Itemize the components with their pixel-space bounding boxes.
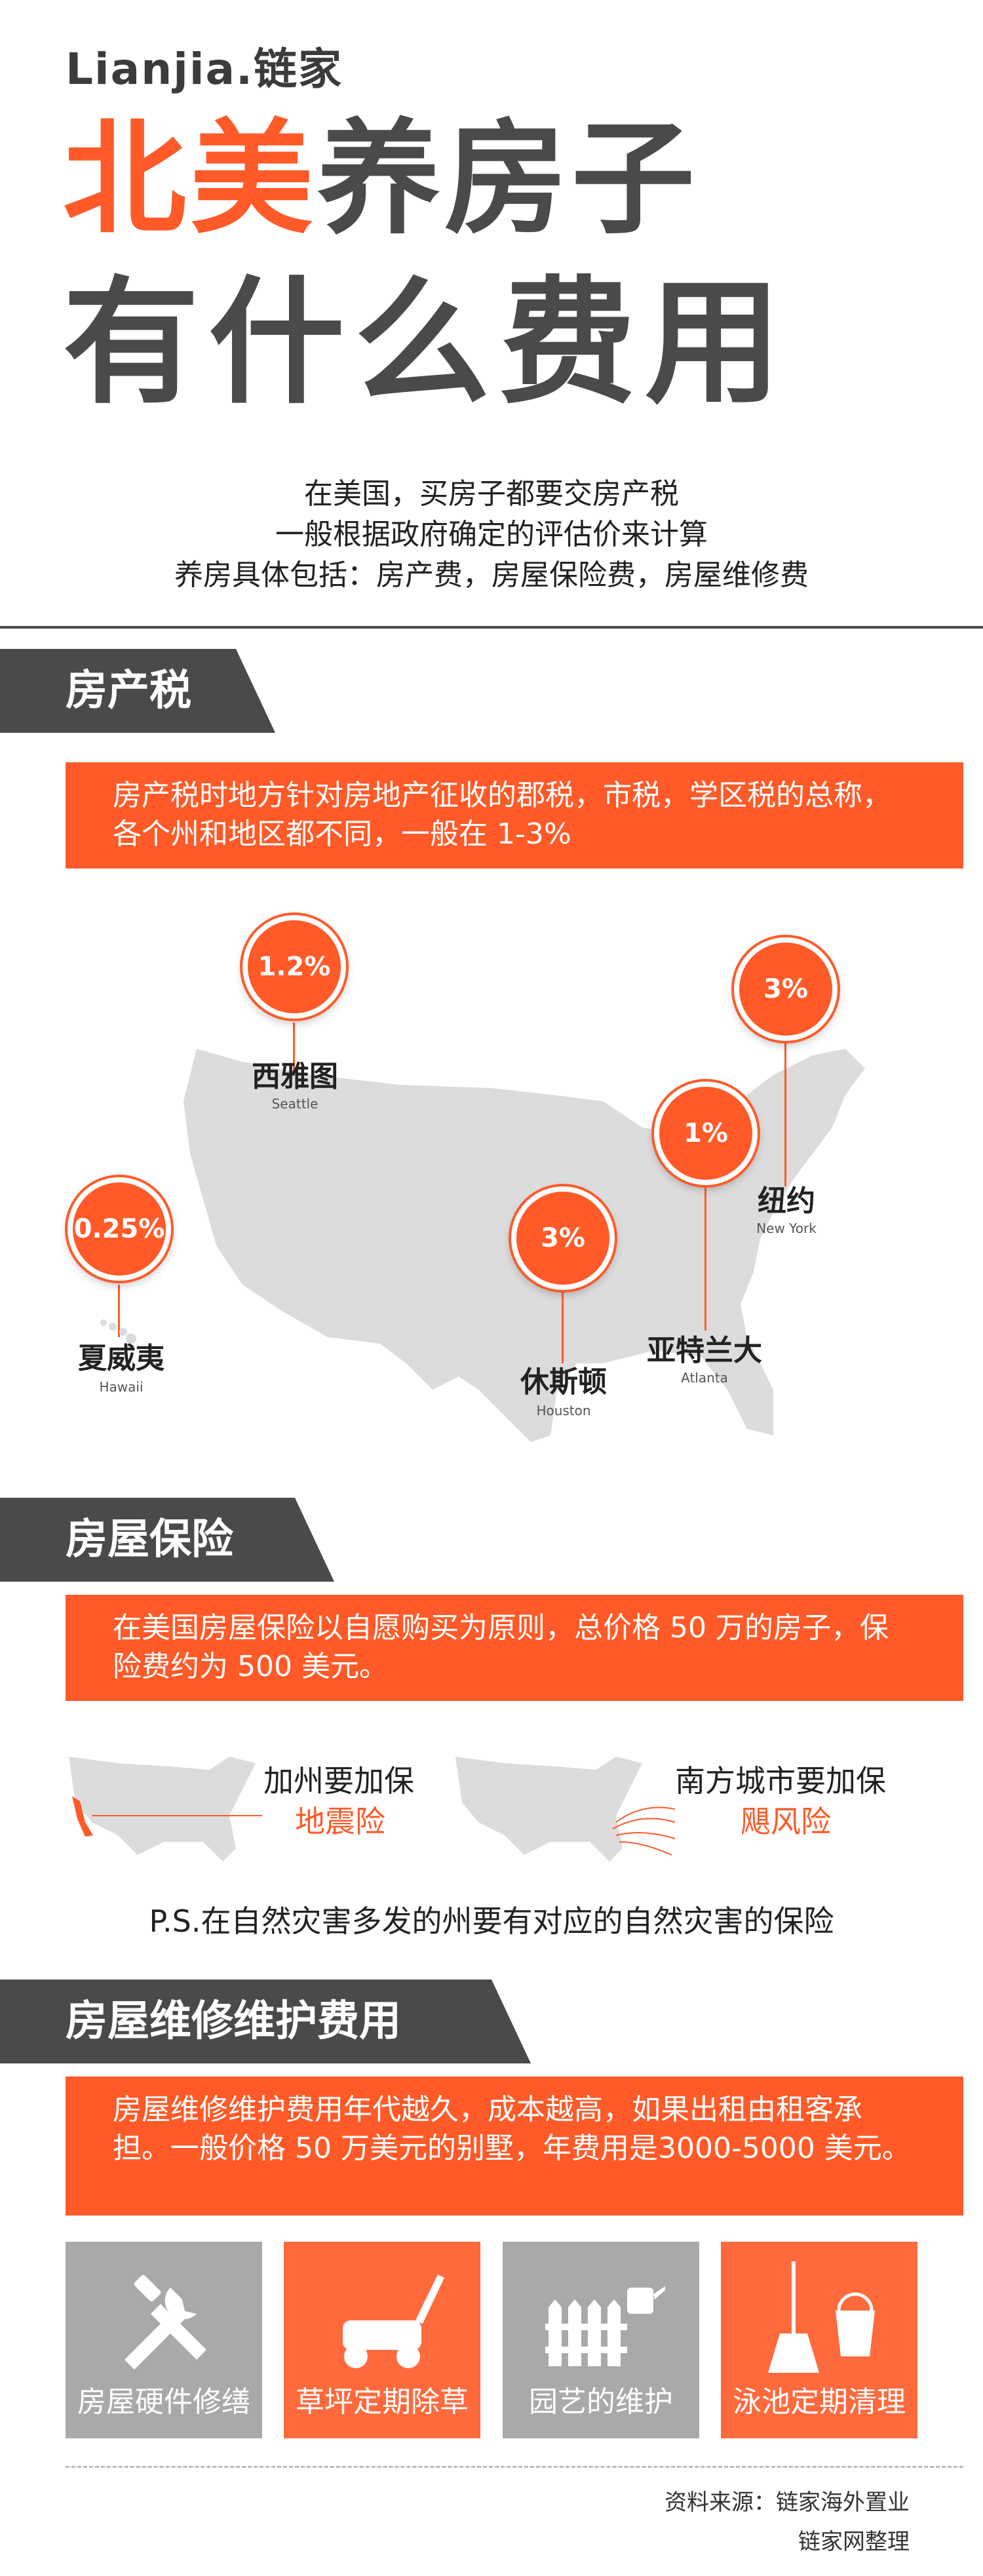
rate-badge: 1.2% [242, 915, 346, 1019]
city-label: 西雅图 [252, 1060, 338, 1093]
source-line-2: 链家网整理 [798, 2529, 910, 2555]
intro-line-2: 一般根据政府确定的评估价来计算 [275, 518, 708, 551]
lawn-mower-icon [343, 2274, 444, 2368]
insurance-ps-note: P.S.在自然灾害多发的州要有对应的自然灾害的保险 [149, 1903, 834, 1939]
tools-icon [125, 2274, 206, 2370]
page-title-line1: 北美养房子 [63, 118, 699, 241]
city-label-en: New York [756, 1220, 817, 1236]
rate-badge: 3% [734, 937, 838, 1041]
tile-label: 泳池定期清理 [733, 2385, 906, 2419]
city-label-en: Seattle [271, 1096, 318, 1112]
tile-pool-cleaning: 泳池定期清理 [721, 2242, 917, 2438]
insurance-south-label: 南方城市要加保 [675, 1763, 886, 1799]
city-label-en: Hawaii [99, 1379, 144, 1395]
tile-hardware-repair: 房屋硬件修缮 [66, 2242, 262, 2438]
section-heading-maintenance: 房屋维修维护费用 [0, 1980, 531, 2063]
city-label-en: Houston [536, 1403, 591, 1418]
pin-stick [562, 1291, 564, 1363]
source-line-1: 资料来源：链家海外置业 [665, 2489, 910, 2516]
rate-badge: 3% [511, 1186, 615, 1290]
us-map-small-south [455, 1757, 676, 1862]
property-tax-description: 房产税时地方针对房地产征收的郡税，市税，学区税的总称，各个州和地区都不同，一般在… [66, 762, 963, 868]
title-highlight: 北美 [63, 107, 317, 251]
tile-label: 房屋硬件修缮 [77, 2385, 250, 2419]
divider [0, 626, 983, 629]
logo-cn: 链家 [254, 44, 343, 94]
tile-lawn-mowing: 草坪定期除草 [284, 2242, 480, 2438]
garden-fence-icon [545, 2286, 665, 2366]
city-label: 休斯顿 [520, 1365, 607, 1399]
section-heading-property-tax: 房产税 [0, 649, 275, 733]
tile-label: 园艺的维护 [529, 2385, 673, 2419]
pin-stick [293, 1023, 295, 1075]
us-map-small-west [69, 1757, 262, 1862]
insurance-west-highlight: 地震险 [295, 1804, 385, 1839]
rate-badge: 1% [654, 1082, 758, 1185]
title-rest: 养房子 [317, 107, 699, 251]
pin-stick [784, 1042, 786, 1186]
section-heading-insurance: 房屋保险 [0, 1498, 334, 1582]
intro-line-3: 养房具体包括：房产费，房屋保险费，房屋维修费 [174, 558, 809, 592]
hawaii-islands [100, 1319, 136, 1344]
insurance-west-label: 加州要加保 [263, 1763, 414, 1799]
city-label: 纽约 [758, 1184, 815, 1218]
rate-badge: 0.25% [67, 1177, 171, 1281]
insurance-description: 在美国房屋保险以自愿购买为原则，总价格 50 万的房子，保险费约为 500 美元… [66, 1595, 963, 1701]
maintenance-description: 房屋维修维护费用年代越久，成本越高，如果出租由租客承担。一般价格 50 万美元的… [66, 2077, 963, 2215]
footer-divider [66, 2466, 963, 2468]
city-label-en: Atlanta [681, 1370, 728, 1386]
city-label: 夏威夷 [78, 1342, 164, 1375]
pin-stick [704, 1186, 706, 1331]
intro-line-1: 在美国，买房子都要交房产税 [304, 477, 679, 511]
city-label: 亚特兰大 [647, 1334, 762, 1367]
logo-latin: Lianjia. [66, 44, 254, 94]
insurance-south-highlight: 飓风险 [741, 1804, 831, 1839]
page-title-line2: 有什么费用 [63, 264, 790, 423]
tile-label: 草坪定期除草 [296, 2385, 469, 2419]
tile-gardening: 园艺的维护 [503, 2242, 699, 2438]
brand-logo: Lianjia.链家 [66, 34, 343, 97]
pool-cleaning-icon [768, 2261, 875, 2373]
pin-stick [118, 1285, 120, 1337]
